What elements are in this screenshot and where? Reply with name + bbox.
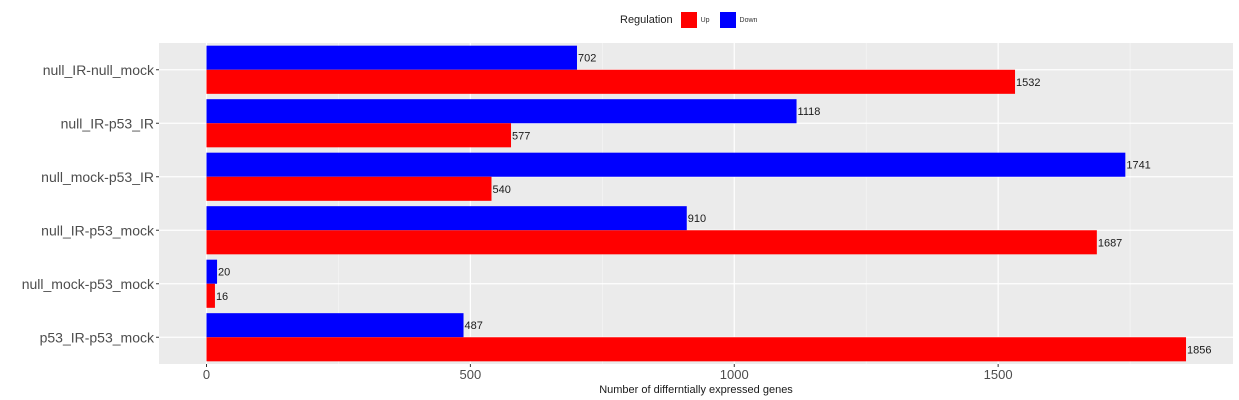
bar-up bbox=[206, 284, 214, 308]
value-label-down: 1118 bbox=[798, 106, 821, 118]
bar-down bbox=[206, 153, 1125, 177]
value-label-up: 16 bbox=[216, 291, 228, 303]
value-label-up: 540 bbox=[492, 184, 510, 196]
value-label-down: 487 bbox=[465, 320, 483, 332]
bar-up bbox=[206, 337, 1186, 361]
bar-down bbox=[206, 313, 463, 337]
x-axis-label: Number of differntially expressed genes bbox=[599, 384, 793, 396]
bar-up bbox=[206, 70, 1015, 94]
y-tick-label: null_IR-null_mock bbox=[43, 62, 155, 78]
bar-down bbox=[206, 99, 796, 123]
value-label-down: 20 bbox=[218, 267, 230, 279]
y-tick-labels: null_IR-null_mock null_IR-p53_IR null_mock… bbox=[22, 62, 159, 346]
x-tick-label: 500 bbox=[460, 367, 482, 382]
value-label-down: 1741 bbox=[1126, 160, 1150, 172]
x-tick-label: 1500 bbox=[984, 367, 1013, 382]
y-tick-label: null_mock-p53_IR bbox=[41, 169, 154, 185]
bar-down bbox=[206, 206, 686, 230]
value-label-up: 1856 bbox=[1187, 344, 1211, 356]
bar-down bbox=[206, 46, 576, 70]
x-tick-label: 1000 bbox=[720, 367, 749, 382]
value-label-up: 577 bbox=[512, 130, 530, 142]
bar-down bbox=[206, 260, 217, 284]
value-label-down: 910 bbox=[688, 213, 706, 225]
value-label-up: 1532 bbox=[1016, 77, 1040, 89]
y-tick-label: null_IR-p53_IR bbox=[61, 115, 154, 131]
bar-up bbox=[206, 230, 1096, 254]
bar-up bbox=[206, 177, 491, 201]
bar-up bbox=[206, 123, 511, 147]
x-tick-labels: 0 500 1000 1500 bbox=[203, 364, 1013, 382]
y-tick-label: p53_IR-p53_mock bbox=[40, 329, 155, 345]
value-label-up: 1687 bbox=[1098, 237, 1122, 249]
x-tick-label: 0 bbox=[203, 367, 210, 382]
value-label-down: 702 bbox=[578, 53, 596, 65]
y-tick-label: null_IR-p53_mock bbox=[41, 222, 155, 238]
y-tick-label: null_mock-p53_mock bbox=[22, 276, 155, 292]
